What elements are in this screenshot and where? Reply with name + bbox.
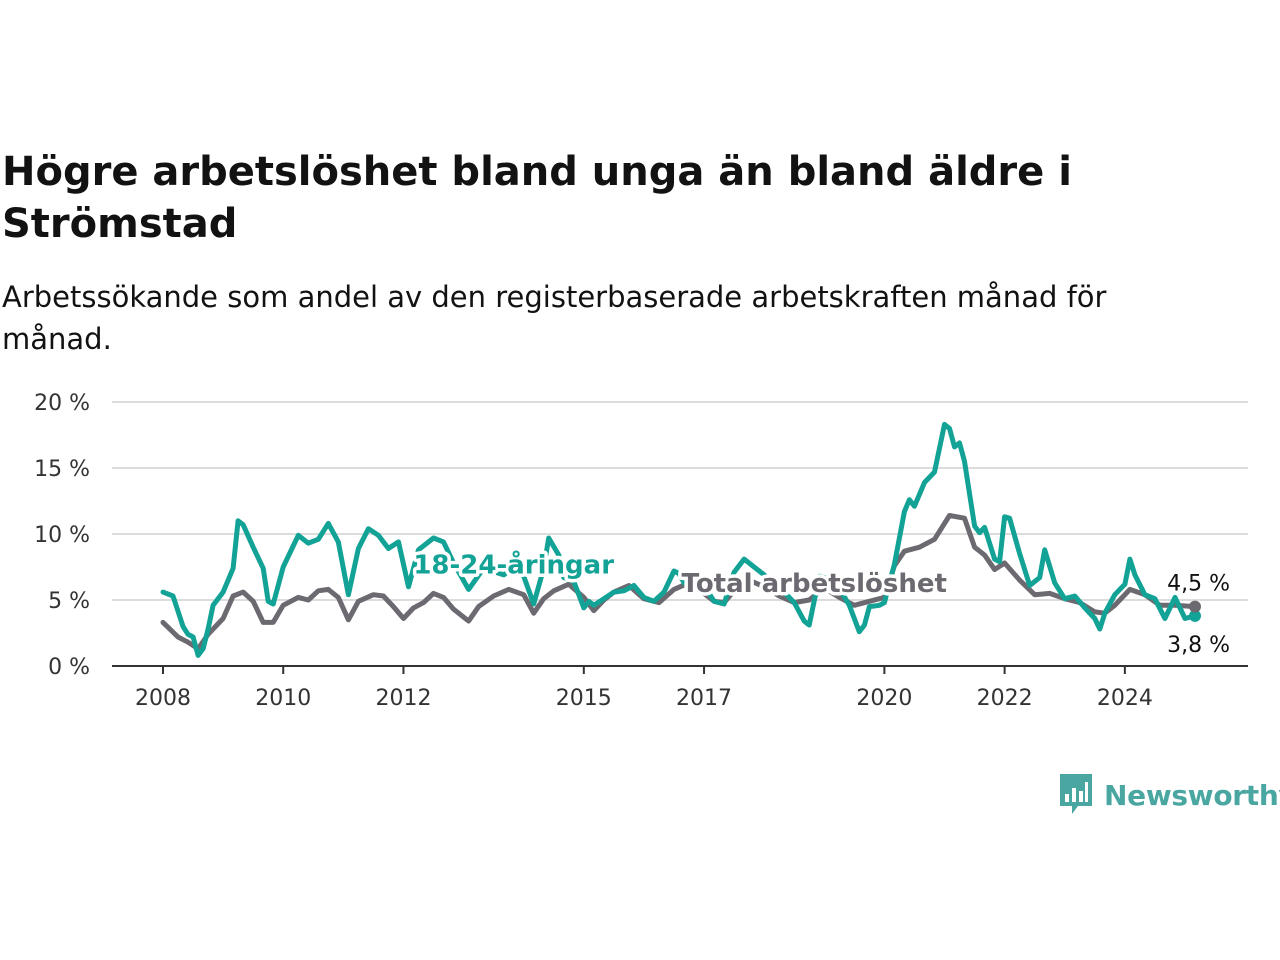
brand-name: Newsworthy xyxy=(1104,778,1280,812)
x-tick-label: 2012 xyxy=(375,686,431,710)
chart-subtitle: Arbetssökande som andel av den registerb… xyxy=(2,280,1107,356)
newsworthy-logo: Newsworthy xyxy=(1058,772,1280,818)
series-end-value: 4,5 % xyxy=(1167,572,1230,597)
series-end-dot xyxy=(1188,600,1201,613)
axes: 0 % 5 % 10 % 15 % 20 % 2008 2010 2012 2015 2017 20… xyxy=(34,391,1248,710)
series-lines xyxy=(160,421,1198,658)
x-tick-label: 2010 xyxy=(255,686,311,710)
y-tick-label: 15 % xyxy=(34,457,90,482)
y-tick-label: 20 % xyxy=(34,391,90,416)
bar-chart-icon xyxy=(1060,774,1092,814)
x-tick-label: 2008 xyxy=(135,686,191,710)
y-tick-label: 0 % xyxy=(48,655,90,680)
series-labels: 18-24-åringar 3,8 % Total arbetslöshet 4,5 … xyxy=(410,545,1233,661)
series-end-dot xyxy=(1188,609,1201,622)
y-tick-label: 10 % xyxy=(34,523,90,548)
series-label: 18-24-åringar xyxy=(413,548,614,580)
x-tick-label: 2017 xyxy=(676,686,732,710)
x-tick-label: 2022 xyxy=(977,686,1033,710)
y-tick-label: 5 % xyxy=(48,589,90,614)
grid-lines xyxy=(112,401,1248,601)
series-line xyxy=(160,421,1198,658)
series-end-value: 3,8 % xyxy=(1167,633,1230,658)
x-tick-label: 2015 xyxy=(556,686,612,710)
chart-title: Högre arbetslöshet bland unga än bland ä… xyxy=(2,149,1072,247)
x-tick-label: 2020 xyxy=(856,686,912,710)
x-tick-label: 2024 xyxy=(1097,686,1153,710)
series-label: Total arbetslöshet xyxy=(682,569,947,599)
line-chart: 0 % 5 % 10 % 15 % 20 % 2008 2010 2012 2015 2017 20… xyxy=(34,391,1248,710)
